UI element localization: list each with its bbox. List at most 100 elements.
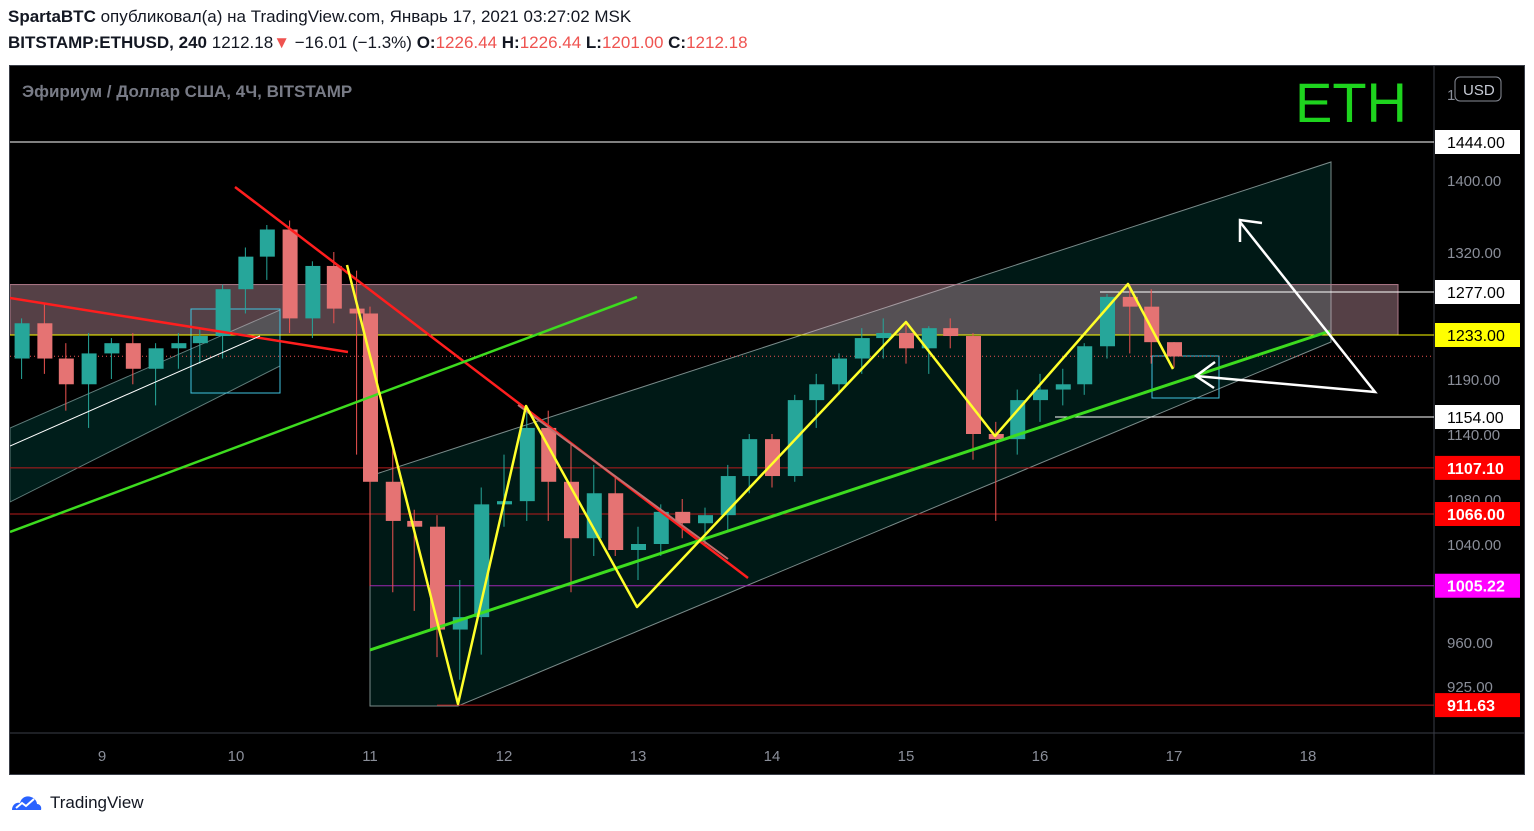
candle-body-19: [430, 526, 445, 630]
candle-body-6: [148, 348, 164, 369]
price-tag-bg-3: [1435, 405, 1520, 429]
price-tag-7: 911.63: [1447, 698, 1495, 715]
brand-name[interactable]: TradingView: [50, 793, 144, 812]
price-change: −16.01 (−1.3%): [294, 33, 412, 52]
candle-body-31: [698, 515, 713, 524]
time-tick-18: 18: [1300, 748, 1317, 765]
red-trendline-steep: [234, 186, 749, 579]
candle-body-0: [14, 323, 30, 359]
arrow-head-left-icon: [1193, 360, 1216, 390]
candle-body-17: [385, 481, 401, 521]
price-tag-3: 1154.00: [1447, 410, 1504, 427]
red-trendline-upper: [10, 296, 349, 354]
candle-body-1: [37, 323, 53, 359]
time-tick-15: 15: [898, 748, 915, 765]
candle-body-44: [988, 434, 1004, 440]
candle-body-15: [349, 308, 365, 314]
price-tag-6: 1005.22: [1447, 579, 1505, 596]
candle-body-11: [259, 229, 275, 257]
candle-body-7: [171, 343, 187, 349]
candle-body-5: [125, 343, 141, 369]
candle-body-49: [1100, 296, 1115, 347]
publish-line: SpartaBTC опубликовал(а) на TradingView.…: [8, 7, 631, 27]
candle-body-36: [809, 384, 825, 401]
candle-body-27: [608, 493, 624, 550]
candle-body-46: [1033, 389, 1048, 401]
tradingview-logo-icon: [12, 796, 42, 810]
close-label: C:: [668, 33, 687, 52]
candle-body-38: [854, 338, 870, 359]
candle-body-10: [238, 256, 254, 290]
time-tick-16: 16: [1032, 748, 1049, 765]
price-tick-7: 925.00: [1447, 679, 1493, 696]
price-tick-3: 1140.00: [1447, 427, 1500, 444]
candle-body-40: [899, 333, 914, 349]
candle-body-37: [832, 358, 847, 385]
price-tag-bg-7: [1435, 693, 1520, 718]
time-tick-10: 10: [228, 748, 245, 765]
candle-body-14: [326, 265, 342, 309]
price-tick-5: 1040.00: [1447, 537, 1501, 554]
arrow-head-up-icon: [1238, 218, 1263, 242]
price-tag-bg-0: [1435, 130, 1520, 154]
close-value: 1212.18: [686, 33, 748, 52]
footer: TradingView: [8, 792, 144, 814]
time-tick-12: 12: [496, 748, 513, 765]
candle-body-18: [407, 520, 423, 527]
high-value: 1226.44: [519, 33, 582, 52]
price-tag-5: 1066.00: [1447, 507, 1505, 524]
candle-body-29: [653, 511, 669, 544]
eth-watermark: ETH: [1295, 71, 1407, 134]
candle-body-39: [876, 333, 892, 339]
price-tag-bg-5: [1435, 502, 1520, 526]
time-tick-11: 11: [362, 748, 378, 765]
green-trendline-upper: [10, 295, 638, 534]
time-tick-14: 14: [764, 748, 781, 765]
publish-text: опубликовал(а) на TradingView.com, Январ…: [100, 7, 632, 26]
currency-badge: [1454, 76, 1502, 102]
author-name[interactable]: SpartaBTC: [8, 7, 96, 26]
candle-body-33: [742, 439, 758, 477]
candle-body-3: [81, 353, 97, 385]
resistance-zone: [10, 284, 1399, 336]
candle-body-2: [58, 358, 74, 385]
candle-body-43: [966, 336, 981, 434]
time-tick-17: 17: [1166, 748, 1183, 765]
price-tag-bg-6: [1435, 573, 1520, 598]
time-tick-13: 13: [630, 748, 647, 765]
time-tick-9: 9: [98, 748, 106, 765]
candle-body-45: [1010, 400, 1026, 440]
currency-label: USD: [1463, 82, 1495, 99]
down-arrow-icon: ▼: [273, 33, 291, 52]
price-tag-0: 1444.00: [1447, 135, 1505, 152]
pink-trendline: [517, 404, 729, 560]
low-value: 1201.00: [601, 33, 664, 52]
price-tag-bg-2: [1435, 323, 1520, 347]
candle-body-8: [192, 336, 208, 344]
open-label: O:: [416, 33, 436, 52]
high-label: H:: [501, 33, 520, 52]
projection-path: [1195, 221, 1378, 394]
candlestick-chart[interactable]: Эфириум / Доллар США, 4Ч, BITSTAMP ETH 140…: [10, 66, 1524, 774]
candle-body-41: [921, 328, 937, 349]
price-tag-bg-1: [1435, 280, 1520, 304]
candle-body-13: [305, 265, 321, 319]
candle-body-4: [104, 343, 120, 354]
chart-area[interactable]: Эфириум / Доллар США, 4Ч, BITSTAMP ETH 140…: [9, 65, 1525, 775]
low-label: L:: [585, 33, 602, 52]
candle-body-9: [215, 289, 231, 337]
box-left: [190, 308, 281, 394]
candle-body-42: [943, 328, 959, 337]
candle-body-26: [586, 493, 602, 539]
candle-body-47: [1055, 384, 1071, 390]
green-trendline-support: [369, 329, 1331, 652]
candle-body-12: [282, 229, 298, 319]
symbol-line: BITSTAMP:ETHUSD, 240 1212.18▼ −16.01 (−1…: [8, 33, 748, 53]
candle-body-23: [519, 427, 535, 502]
price-tick-1: 1320.00: [1447, 245, 1501, 262]
price-tag-2: 1233.00: [1447, 328, 1505, 345]
price-tick-0: 1400.00: [1447, 173, 1501, 190]
white-diagonal-left: [10, 335, 261, 447]
price-tick-partial: 1: [1447, 87, 1455, 104]
price-tick-6: 960.00: [1447, 635, 1493, 652]
